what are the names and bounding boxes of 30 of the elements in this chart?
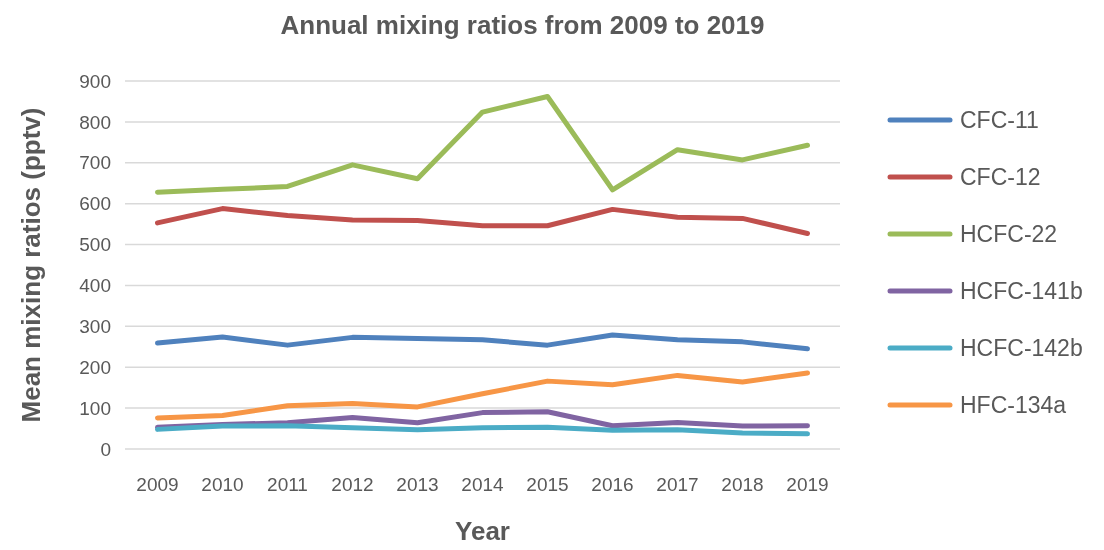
y-tick-label: 700 [79, 152, 111, 174]
x-tick-label: 2018 [721, 474, 764, 495]
legend-label: HCFC-142b [960, 335, 1083, 362]
x-tick-label: 2017 [656, 474, 699, 495]
y-tick-label: 200 [79, 356, 111, 378]
y-tick-label: 300 [79, 315, 111, 337]
x-tick-label: 2016 [591, 474, 634, 495]
legend-label: HFC-134a [960, 392, 1067, 419]
y-tick-label: 800 [79, 111, 111, 133]
chart-title: Annual mixing ratios from 2009 to 2019 [280, 10, 765, 40]
legend-label: CFC-12 [960, 164, 1041, 191]
x-tick-label: 2012 [331, 474, 374, 495]
x-tick-label: 2019 [786, 474, 829, 495]
legend-label: HCFC-141b [960, 278, 1083, 305]
y-tick-label: 500 [79, 234, 111, 256]
x-tick-label: 2010 [201, 474, 244, 495]
y-tick-label: 400 [79, 275, 111, 297]
x-tick-label: 2014 [461, 474, 505, 495]
y-axis-title: Mean mixing ratios (pptv) [16, 107, 46, 423]
legend-label: HCFC-22 [960, 221, 1058, 248]
legend-label: CFC-11 [960, 107, 1039, 134]
y-tick-label: 600 [79, 193, 111, 215]
x-tick-label: 2013 [396, 474, 439, 495]
x-tick-label: 2009 [136, 474, 179, 495]
x-tick-label: 2011 [267, 474, 308, 495]
y-tick-label: 900 [79, 70, 111, 92]
x-axis-title: Year [455, 516, 510, 546]
y-tick-label: 0 [100, 438, 111, 460]
y-tick-label: 100 [79, 397, 111, 419]
x-tick-label: 2015 [526, 474, 569, 495]
